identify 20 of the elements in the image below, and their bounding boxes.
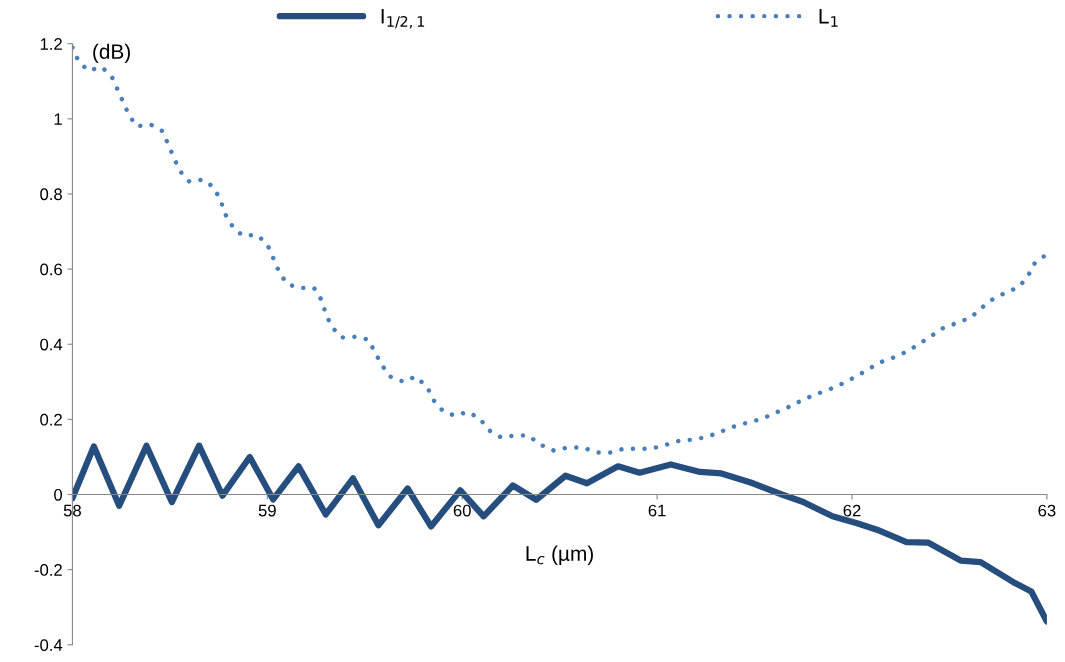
y-tick-label: 0 xyxy=(54,488,63,501)
y-tick-label: 1.2 xyxy=(40,38,62,50)
y-tick-label: 0.2 xyxy=(40,413,62,426)
x-tick-label: 62 xyxy=(843,504,861,517)
x-tick-label: 61 xyxy=(648,504,666,517)
y-tick-label: 0.8 xyxy=(40,188,62,201)
y-tick-label: -0.2 xyxy=(34,564,62,576)
y-tick-label: -0.4 xyxy=(34,639,63,651)
line-series xyxy=(72,45,1047,455)
x-tick-label: 63 xyxy=(1038,504,1056,517)
x-axis-title: L$_{c}$ (µm) xyxy=(526,545,593,566)
y-tick-label: 0.6 xyxy=(40,263,62,276)
y-tick-label: 1 xyxy=(54,113,62,125)
y-tick-label: 0.4 xyxy=(40,338,63,351)
y-axis-title: (dB) xyxy=(93,43,130,64)
x-tick-label: 60 xyxy=(453,504,471,517)
legend-label: I$_{1/2,1}$ xyxy=(381,9,425,29)
x-tick-label: 58 xyxy=(63,504,81,517)
legend-label: L$_{1}$ xyxy=(819,9,838,27)
x-tick-label: 59 xyxy=(258,504,276,517)
